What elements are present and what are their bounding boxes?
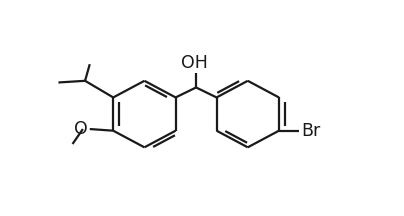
- Text: O: O: [74, 120, 88, 138]
- Text: OH: OH: [181, 54, 208, 72]
- Text: Br: Br: [301, 122, 320, 140]
